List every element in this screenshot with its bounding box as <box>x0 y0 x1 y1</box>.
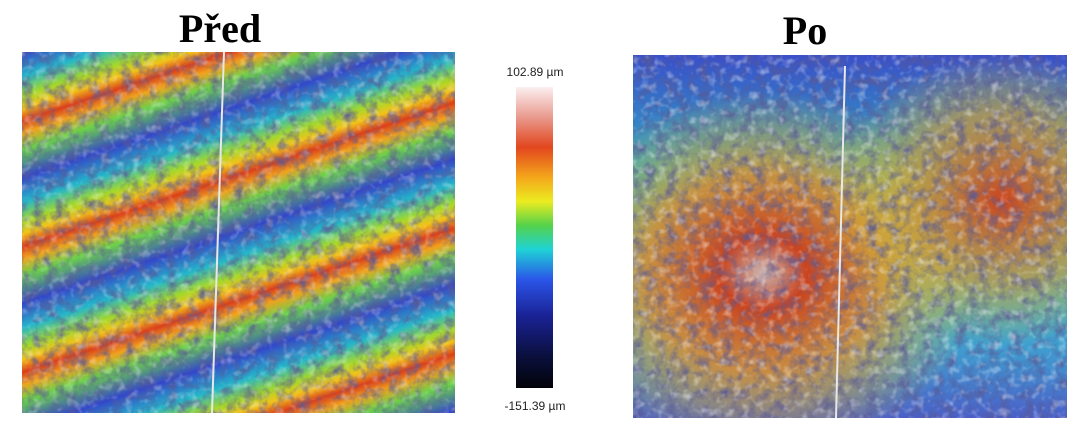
texture <box>633 55 1067 418</box>
surface-map-after <box>633 55 1067 418</box>
surface-map-before <box>22 52 455 413</box>
colorbar <box>516 87 553 388</box>
texture <box>22 52 455 413</box>
figure: Před 102.89 µm -151.39 µm Po <box>0 0 1090 421</box>
colorbar-max: 102.89 µm <box>507 65 564 79</box>
panel-title: Před <box>179 6 261 51</box>
page: Před 102.89 µm -151.39 µm Po (() => { co… <box>0 0 1090 421</box>
colorbar-min: -151.39 µm <box>505 399 566 413</box>
panel-title: Po <box>783 8 827 53</box>
